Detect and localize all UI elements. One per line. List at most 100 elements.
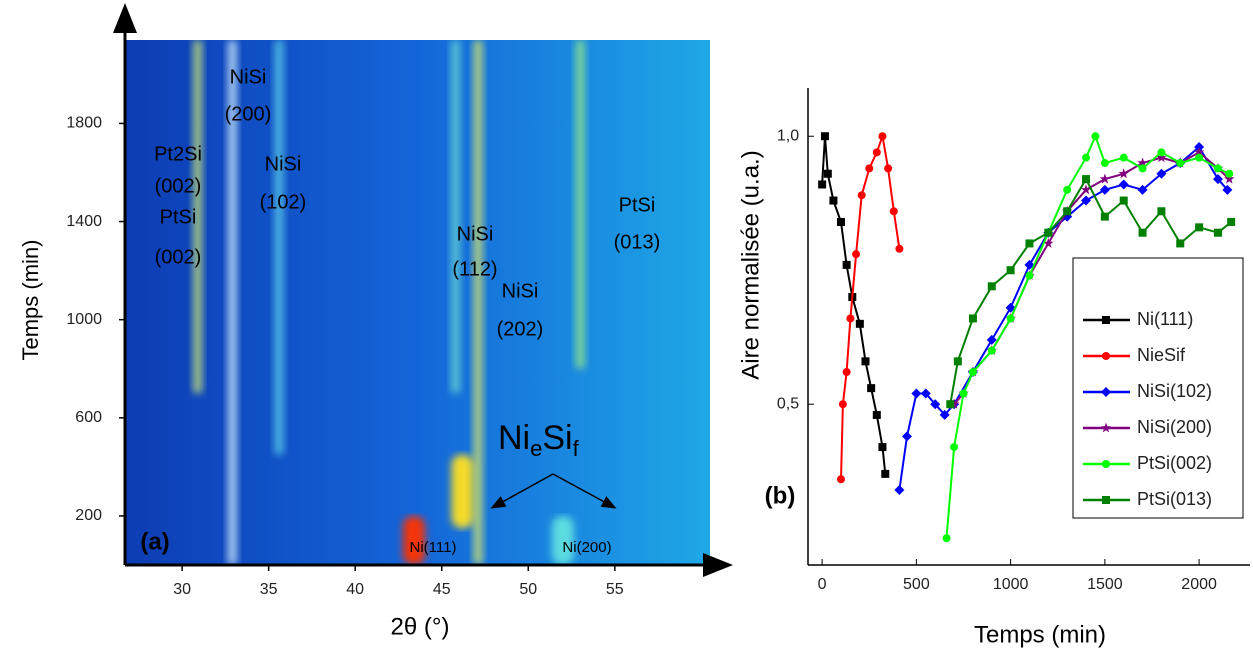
annotation: NiSi xyxy=(457,223,494,245)
marker xyxy=(901,431,912,442)
marker xyxy=(1137,157,1148,168)
x-tick-label: 40 xyxy=(346,581,364,598)
marker xyxy=(987,282,996,291)
marker xyxy=(1025,271,1034,280)
marker xyxy=(818,180,827,189)
marker xyxy=(878,443,887,452)
phase-label: NieSif xyxy=(498,419,580,461)
marker xyxy=(939,409,950,420)
x-tick-label: 55 xyxy=(606,581,624,598)
marker xyxy=(846,314,855,323)
marker xyxy=(950,443,959,452)
marker xyxy=(1082,175,1091,184)
annotation: PtSi xyxy=(160,206,197,228)
peak xyxy=(193,40,203,394)
peak xyxy=(451,454,474,529)
marker xyxy=(889,207,898,216)
x-tick-label: 45 xyxy=(433,581,451,598)
marker xyxy=(838,400,847,409)
annotation: Ni(111) xyxy=(410,539,457,556)
marker xyxy=(930,399,941,410)
peak xyxy=(274,40,284,455)
marker xyxy=(1025,239,1034,248)
marker xyxy=(894,484,905,495)
marker xyxy=(987,346,996,355)
peak xyxy=(403,515,426,565)
arrow xyxy=(490,473,554,509)
marker xyxy=(852,250,861,259)
peak xyxy=(227,40,237,565)
y-tick-label: 1000 xyxy=(66,311,102,328)
heatmap-peaks xyxy=(193,40,585,565)
marker xyxy=(959,389,968,398)
annotation: (202) xyxy=(497,318,544,340)
peak xyxy=(473,40,483,565)
marker xyxy=(1213,164,1222,173)
annotation: (013) xyxy=(614,231,661,253)
marker xyxy=(1005,302,1016,313)
marker xyxy=(1156,168,1167,179)
marker xyxy=(865,164,874,173)
marker xyxy=(867,384,876,393)
marker xyxy=(1212,174,1223,185)
annotation: PtSi xyxy=(619,194,656,216)
marker xyxy=(881,469,890,478)
marker xyxy=(1222,184,1233,195)
marker xyxy=(895,244,904,253)
x-tick-label: 30 xyxy=(173,581,191,598)
y-axis-title: Aire normalisée (u.a.) xyxy=(737,150,764,379)
x-tick-label: 500 xyxy=(903,576,930,593)
marker xyxy=(1119,196,1128,205)
x-tick-label: 50 xyxy=(519,581,537,598)
marker xyxy=(1213,228,1222,237)
marker xyxy=(1102,352,1110,360)
phase-text: Si xyxy=(542,419,572,457)
marker xyxy=(823,169,832,178)
marker xyxy=(1101,387,1111,397)
x-tick-label: 35 xyxy=(260,581,278,598)
annotation: (002) xyxy=(155,246,202,268)
marker xyxy=(1102,460,1110,468)
marker xyxy=(861,357,870,366)
marker xyxy=(820,132,829,141)
marker xyxy=(1118,179,1129,190)
marker xyxy=(953,357,962,366)
marker xyxy=(1118,168,1129,179)
y-axis-title: Temps (min) xyxy=(18,239,43,360)
marker xyxy=(1138,228,1147,237)
marker xyxy=(1225,169,1234,178)
phase-text: Ni xyxy=(498,419,530,457)
y-tick-label: 1400 xyxy=(66,213,102,230)
heatmap-background xyxy=(125,40,710,565)
marker xyxy=(1006,314,1015,323)
marker xyxy=(1081,195,1092,206)
marker xyxy=(872,410,881,419)
marker xyxy=(1227,217,1236,226)
series-line xyxy=(898,145,1229,491)
legend-label: NieSif xyxy=(1137,345,1186,365)
marker xyxy=(1082,153,1091,162)
marker xyxy=(842,368,851,377)
annotation: (102) xyxy=(260,191,307,213)
marker xyxy=(1100,212,1109,221)
x-tick-label: 1500 xyxy=(1087,576,1123,593)
annotation: (200) xyxy=(225,103,272,125)
marker xyxy=(1102,496,1110,504)
x-axis-title: 2θ (°) xyxy=(391,613,450,640)
panel-a: 2θ (°) Temps (min) 30 35 40 45 50 55 200 600 100… xyxy=(18,3,733,640)
legend-label: NiSi(200) xyxy=(1137,417,1212,437)
marker xyxy=(1080,184,1092,195)
y-tick-label: 1800 xyxy=(66,115,102,132)
panel-label: (b) xyxy=(765,482,796,509)
annotation: (112) xyxy=(452,258,497,280)
marker xyxy=(1063,185,1072,194)
subscript: f xyxy=(573,436,580,461)
annotation: NiSi xyxy=(230,66,267,88)
marker xyxy=(829,196,838,205)
subscript: e xyxy=(530,436,542,461)
series-line xyxy=(821,136,887,475)
marker xyxy=(1043,237,1054,248)
marker xyxy=(1137,184,1148,195)
marker xyxy=(1063,207,1072,216)
annotation: Ni(200) xyxy=(562,539,611,556)
